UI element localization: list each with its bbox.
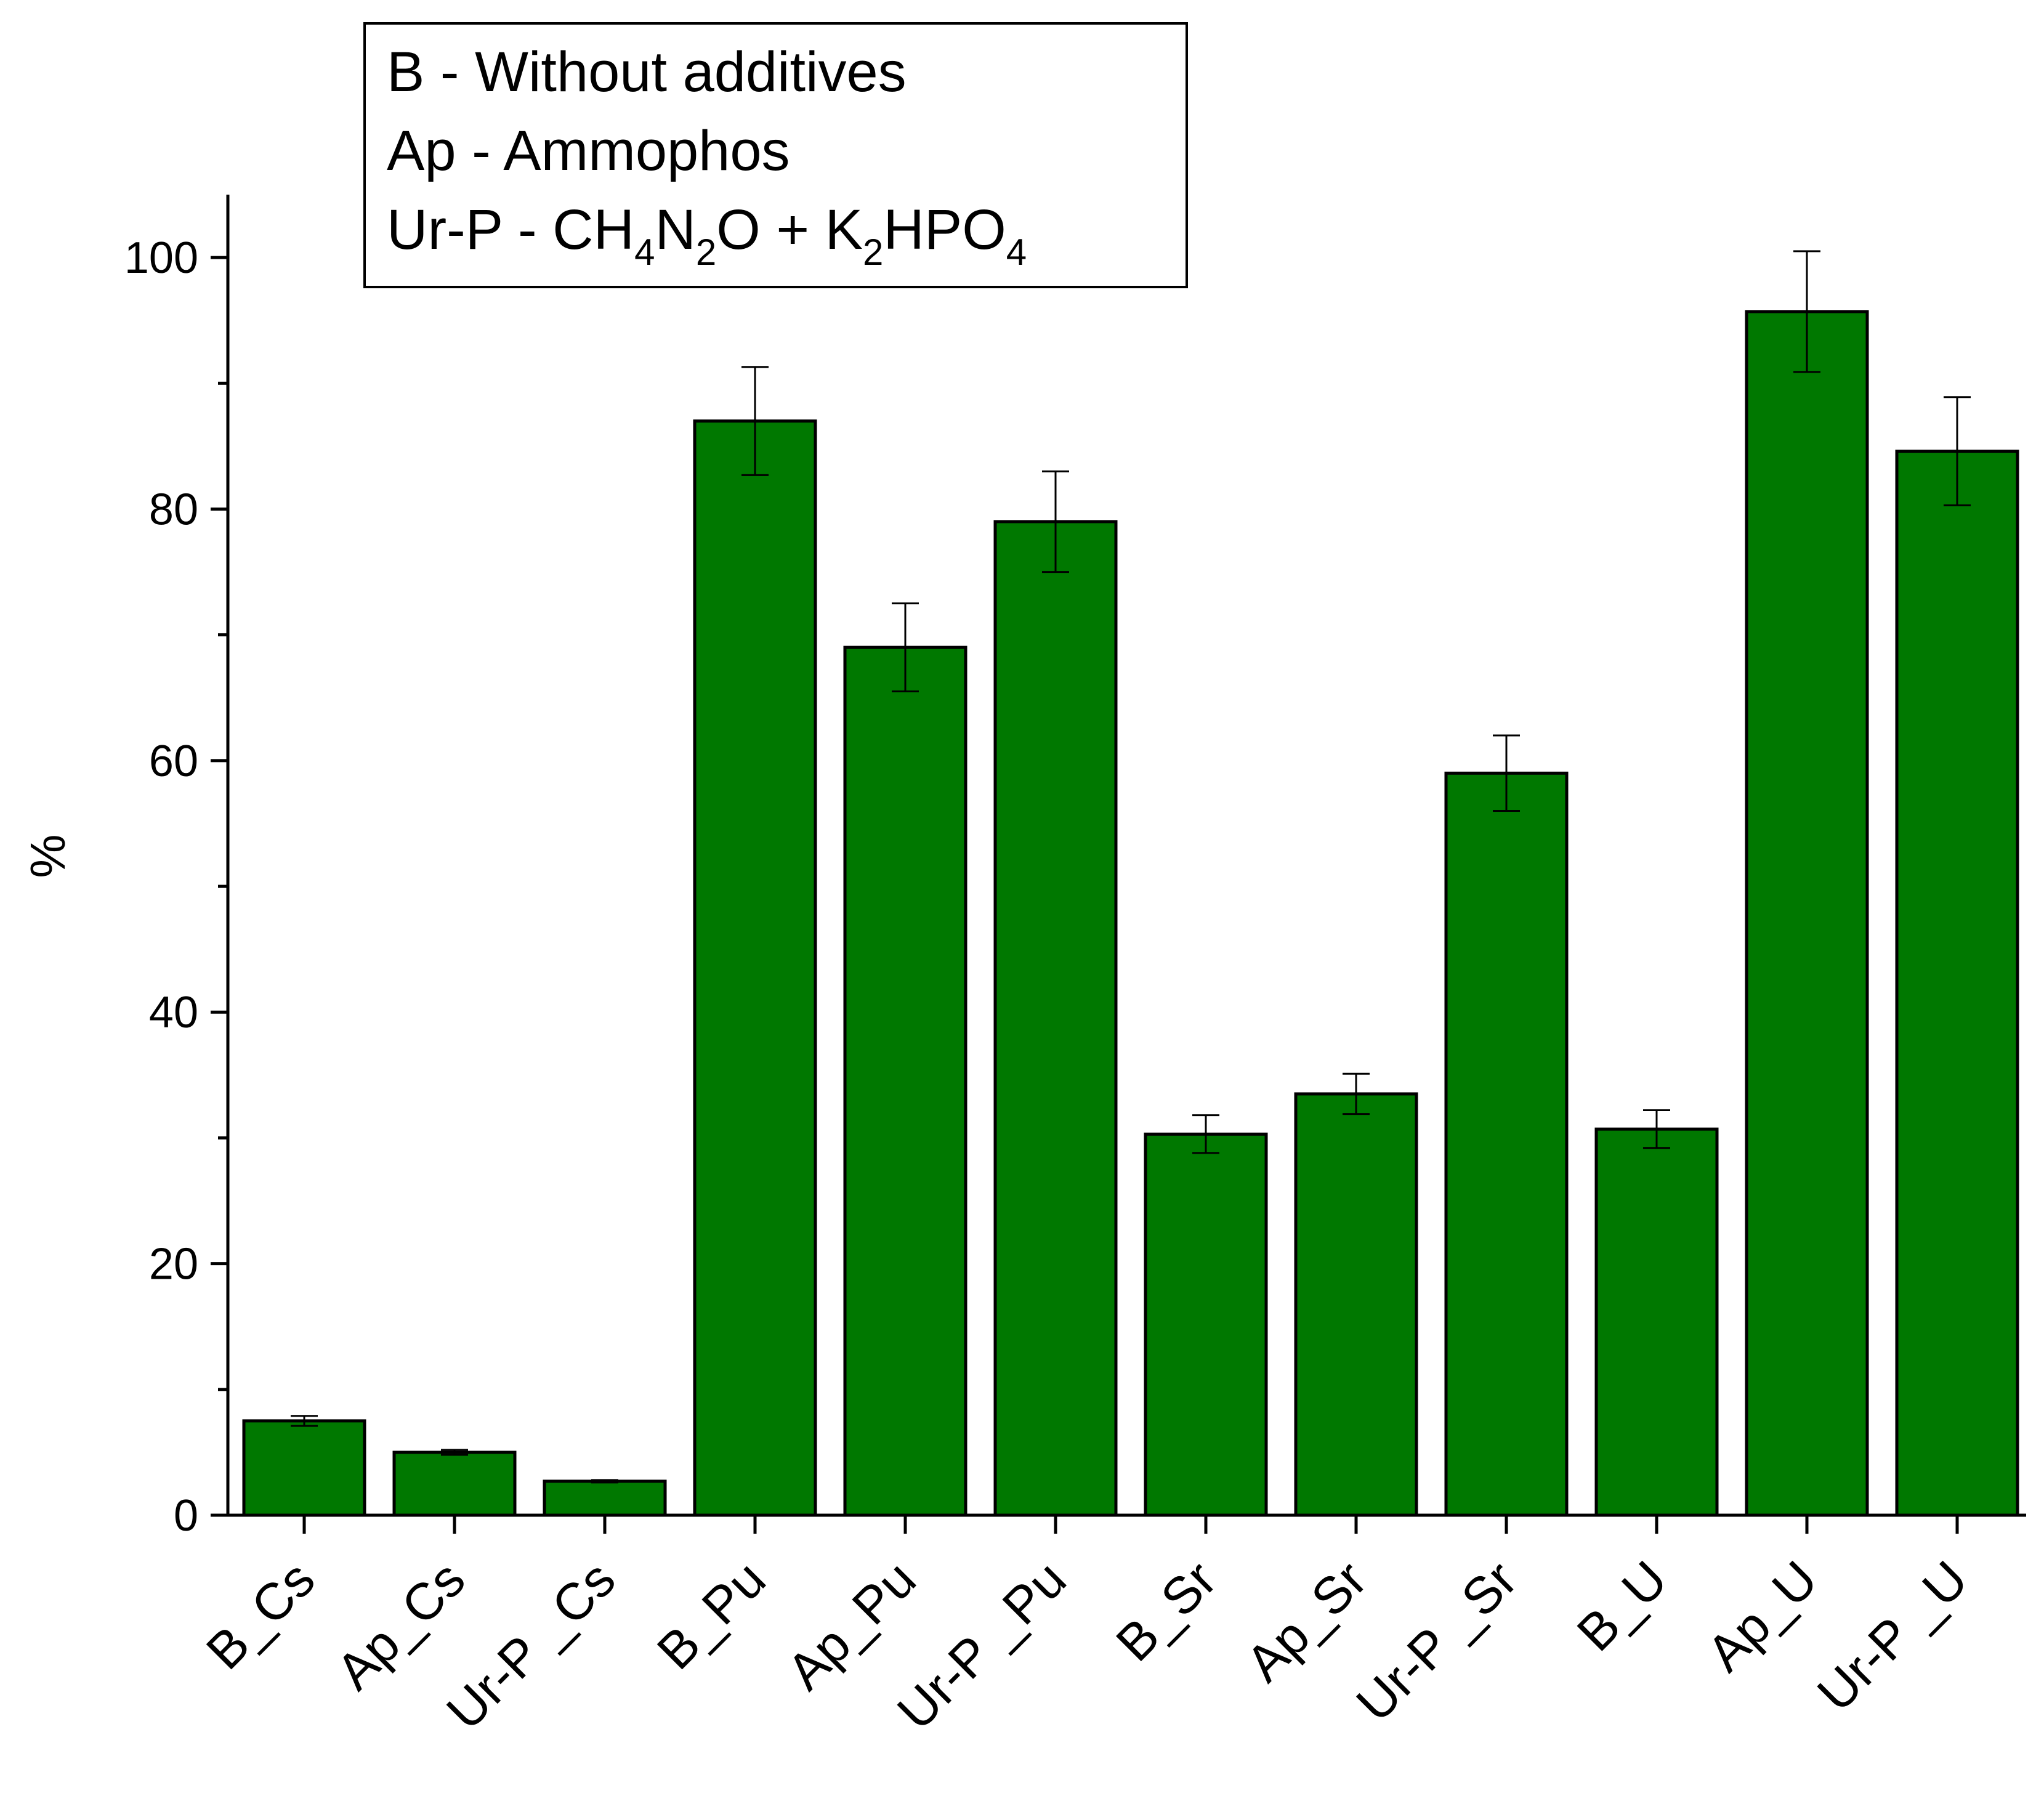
bar (1444, 771, 1569, 1517)
x-tick-label: B_Sr (1105, 1550, 1227, 1672)
error-bars-group (291, 250, 1971, 1484)
error-bar (1493, 734, 1520, 812)
x-tick-label: Ur-P _Cs (435, 1550, 626, 1741)
bar (242, 1419, 366, 1517)
error-bar (1042, 470, 1069, 573)
error-bar (441, 1449, 468, 1456)
error-bar (1343, 1072, 1370, 1115)
bar (1895, 450, 2019, 1517)
legend-entry: Ur-P - CH4N2O + K2HPO4 (387, 198, 1027, 273)
x-tick-label: B_Pu (646, 1550, 777, 1680)
x-tick-label: B_U (1566, 1550, 1678, 1662)
bar (1144, 1132, 1268, 1517)
error-bar (1944, 396, 1971, 506)
x-tick-label: Ap_Cs (325, 1550, 476, 1701)
bar (1745, 310, 1869, 1517)
x-tick-label: B_Cs (195, 1550, 326, 1680)
bar (993, 520, 1118, 1517)
bars-group (242, 310, 2019, 1517)
x-tick-label: Ap_U (1696, 1550, 1828, 1682)
x-tick-label: Ap_Pu (776, 1550, 927, 1701)
y-axis: 0 20 40 60 80 100 (124, 195, 230, 1540)
legend-box (363, 22, 1188, 288)
x-tick-label: Ap_Sr (1235, 1550, 1378, 1693)
error-bar (741, 366, 769, 476)
x-tick-label: Ur-P _U (1806, 1550, 1979, 1722)
legend-entry: Ap - Ammophos (387, 119, 790, 182)
legend: B - Without additives Ap - Ammophos Ur-P -… (363, 22, 1188, 288)
x-tick-label: Ur-P _Pu (886, 1550, 1077, 1741)
bar (693, 419, 817, 1517)
y-tick-label: 100 (124, 233, 198, 283)
y-tick-label: 20 (149, 1240, 198, 1289)
x-tick-label: Ur-P _Sr (1345, 1550, 1527, 1732)
error-bar (1793, 250, 1820, 373)
error-bar (892, 602, 919, 693)
bar (543, 1479, 667, 1517)
bar (392, 1451, 517, 1517)
y-axis-label: % (20, 834, 75, 878)
bar (1594, 1127, 1719, 1517)
y-tick-label: 60 (149, 737, 198, 786)
error-bar (591, 1479, 618, 1484)
y-tick-label: 40 (149, 988, 198, 1037)
error-bar (1643, 1109, 1670, 1149)
error-bar (291, 1415, 318, 1427)
bar (843, 646, 967, 1517)
legend-entry: B - Without additives (387, 41, 907, 103)
y-tick-label: 80 (149, 485, 198, 534)
error-bar (1192, 1114, 1219, 1154)
y-tick-label: 0 (174, 1491, 198, 1540)
bar (1294, 1092, 1418, 1517)
